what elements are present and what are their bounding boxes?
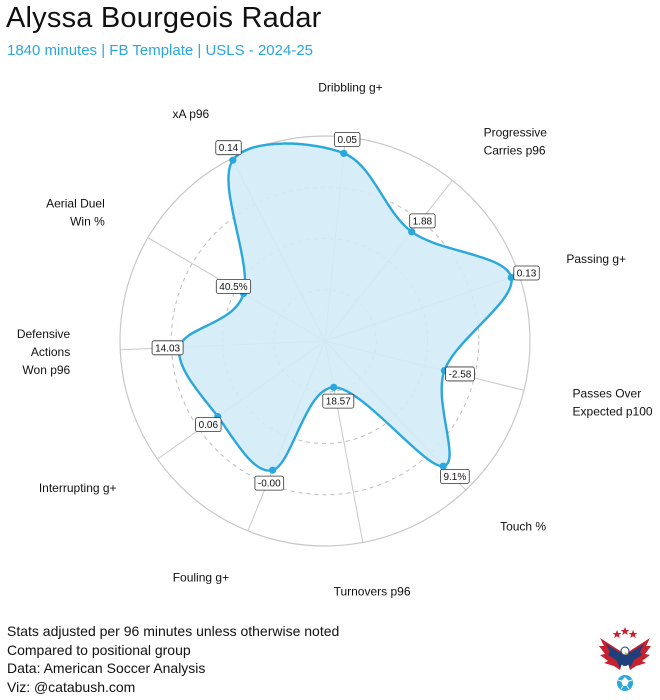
value-label: 0.06 bbox=[195, 417, 222, 433]
value-label-text: -0.00 bbox=[258, 479, 281, 490]
footer-notes: Stats adjusted per 96 minutes unless oth… bbox=[7, 622, 339, 696]
value-label-text: 0.13 bbox=[517, 269, 537, 280]
radar-point bbox=[268, 466, 277, 474]
radar-point bbox=[340, 149, 348, 157]
axis-label-line: Defensive bbox=[17, 327, 71, 341]
value-label-box bbox=[445, 366, 475, 382]
value-label-text: -2.58 bbox=[449, 369, 472, 380]
axis-label: Passing g+ bbox=[566, 252, 626, 266]
axis-label: Passes Over Expected p100 bbox=[573, 386, 653, 418]
value-label: 1.88 bbox=[409, 213, 436, 229]
value-label-box bbox=[195, 417, 222, 433]
radar-point bbox=[439, 462, 447, 470]
radar-point bbox=[330, 383, 338, 391]
value-label: 18.57 bbox=[322, 393, 355, 409]
chart-subtitle: 1840 minutes | FB Template | USLS - 2024… bbox=[7, 42, 314, 59]
axis-label-line: Turnovers p96 bbox=[334, 585, 411, 599]
axis-label-line: Fouling g+ bbox=[173, 570, 229, 584]
axis-label: Defensive Actions Won p96 bbox=[17, 327, 71, 377]
logo-eagle-head bbox=[619, 646, 631, 666]
value-label-text: 14.03 bbox=[155, 343, 180, 354]
axis-label-line: Won p96 bbox=[22, 363, 70, 377]
axis-label-line: Passes Over bbox=[573, 386, 642, 400]
axis-label-line: Interrupting g+ bbox=[39, 481, 117, 495]
axis-label-line: Carries p96 bbox=[484, 143, 546, 157]
axis-label-line: Actions bbox=[31, 345, 70, 359]
axis-label: Turnovers p96 bbox=[334, 585, 411, 599]
axis-label-line: Aerial Duel bbox=[46, 196, 105, 210]
radar-shape bbox=[175, 142, 515, 474]
value-label-box bbox=[215, 140, 242, 156]
value-label: 0.13 bbox=[513, 265, 540, 281]
value-label: 0.05 bbox=[334, 132, 361, 147]
axis-label: xA p96 bbox=[173, 107, 210, 121]
axis-label-line: Win % bbox=[70, 214, 105, 228]
value-label-text: 0.14 bbox=[219, 143, 239, 154]
value-label-text: 9.1% bbox=[443, 472, 466, 483]
footer-line-data-source: Data: American Soccer Analysis bbox=[7, 660, 206, 676]
axis-label-line: Passing g+ bbox=[566, 252, 626, 266]
axis-label: Fouling g+ bbox=[173, 570, 229, 584]
radar-area bbox=[178, 142, 513, 472]
radar-axis-labels: Dribbling g+ Progressive Carries p96 Passin… bbox=[17, 80, 653, 598]
axis-label-line: Progressive bbox=[484, 125, 548, 139]
value-label: -2.58 bbox=[445, 366, 475, 382]
logo-soccer-ball bbox=[617, 675, 633, 691]
axis-label: Interrupting g+ bbox=[39, 481, 117, 495]
radar-point bbox=[229, 156, 237, 164]
value-label: 14.03 bbox=[151, 340, 184, 356]
axis-label: Progressive Carries p96 bbox=[484, 125, 548, 157]
footer-line-viz-credit: Viz: @catabush.com bbox=[7, 678, 136, 695]
value-label-box bbox=[334, 132, 361, 147]
chart-title: Alyssa Bourgeois Radar bbox=[6, 2, 322, 34]
footer-line-adjusted: Stats adjusted per 96 minutes unless oth… bbox=[7, 623, 340, 639]
radar-point bbox=[408, 228, 416, 236]
axis-label: Dribbling g+ bbox=[318, 80, 382, 94]
value-label-text: 18.57 bbox=[326, 397, 351, 408]
axis-label: Aerial Duel Win % bbox=[46, 196, 105, 228]
value-label-box bbox=[409, 213, 436, 229]
grid-ring bbox=[119, 135, 531, 547]
value-label-box bbox=[254, 475, 285, 491]
axis-label-line: Touch % bbox=[500, 519, 546, 533]
value-label-box bbox=[215, 279, 252, 294]
value-label: 40.5% bbox=[215, 279, 252, 294]
radar-value-labels: 0.05 1.88 0.13 -2.58 9.1% 18.57 -0.00 0.06 14.03… bbox=[151, 132, 540, 491]
value-label-box bbox=[322, 393, 355, 409]
value-label: -0.00 bbox=[254, 475, 285, 491]
value-label-text: 40.5% bbox=[219, 282, 247, 293]
axis-label-line: xA p96 bbox=[173, 107, 210, 121]
footer-line-compared: Compared to positional group bbox=[7, 641, 191, 658]
axis-label: Touch % bbox=[500, 519, 546, 533]
value-label-text: 0.06 bbox=[199, 420, 219, 431]
value-label-box bbox=[513, 265, 540, 281]
value-label-text: 0.05 bbox=[337, 135, 357, 146]
value-label: 9.1% bbox=[440, 468, 470, 484]
value-label-text: 1.88 bbox=[413, 216, 433, 227]
radar-point bbox=[507, 273, 515, 282]
axis-label-line: Expected p100 bbox=[573, 404, 653, 418]
axis-label-line: Dribbling g+ bbox=[318, 80, 382, 94]
logo-stars bbox=[612, 627, 638, 638]
value-label-box bbox=[440, 468, 470, 484]
eagle-soccer-logo bbox=[599, 627, 651, 691]
value-label: 0.14 bbox=[215, 140, 242, 156]
value-label-box bbox=[151, 340, 184, 356]
